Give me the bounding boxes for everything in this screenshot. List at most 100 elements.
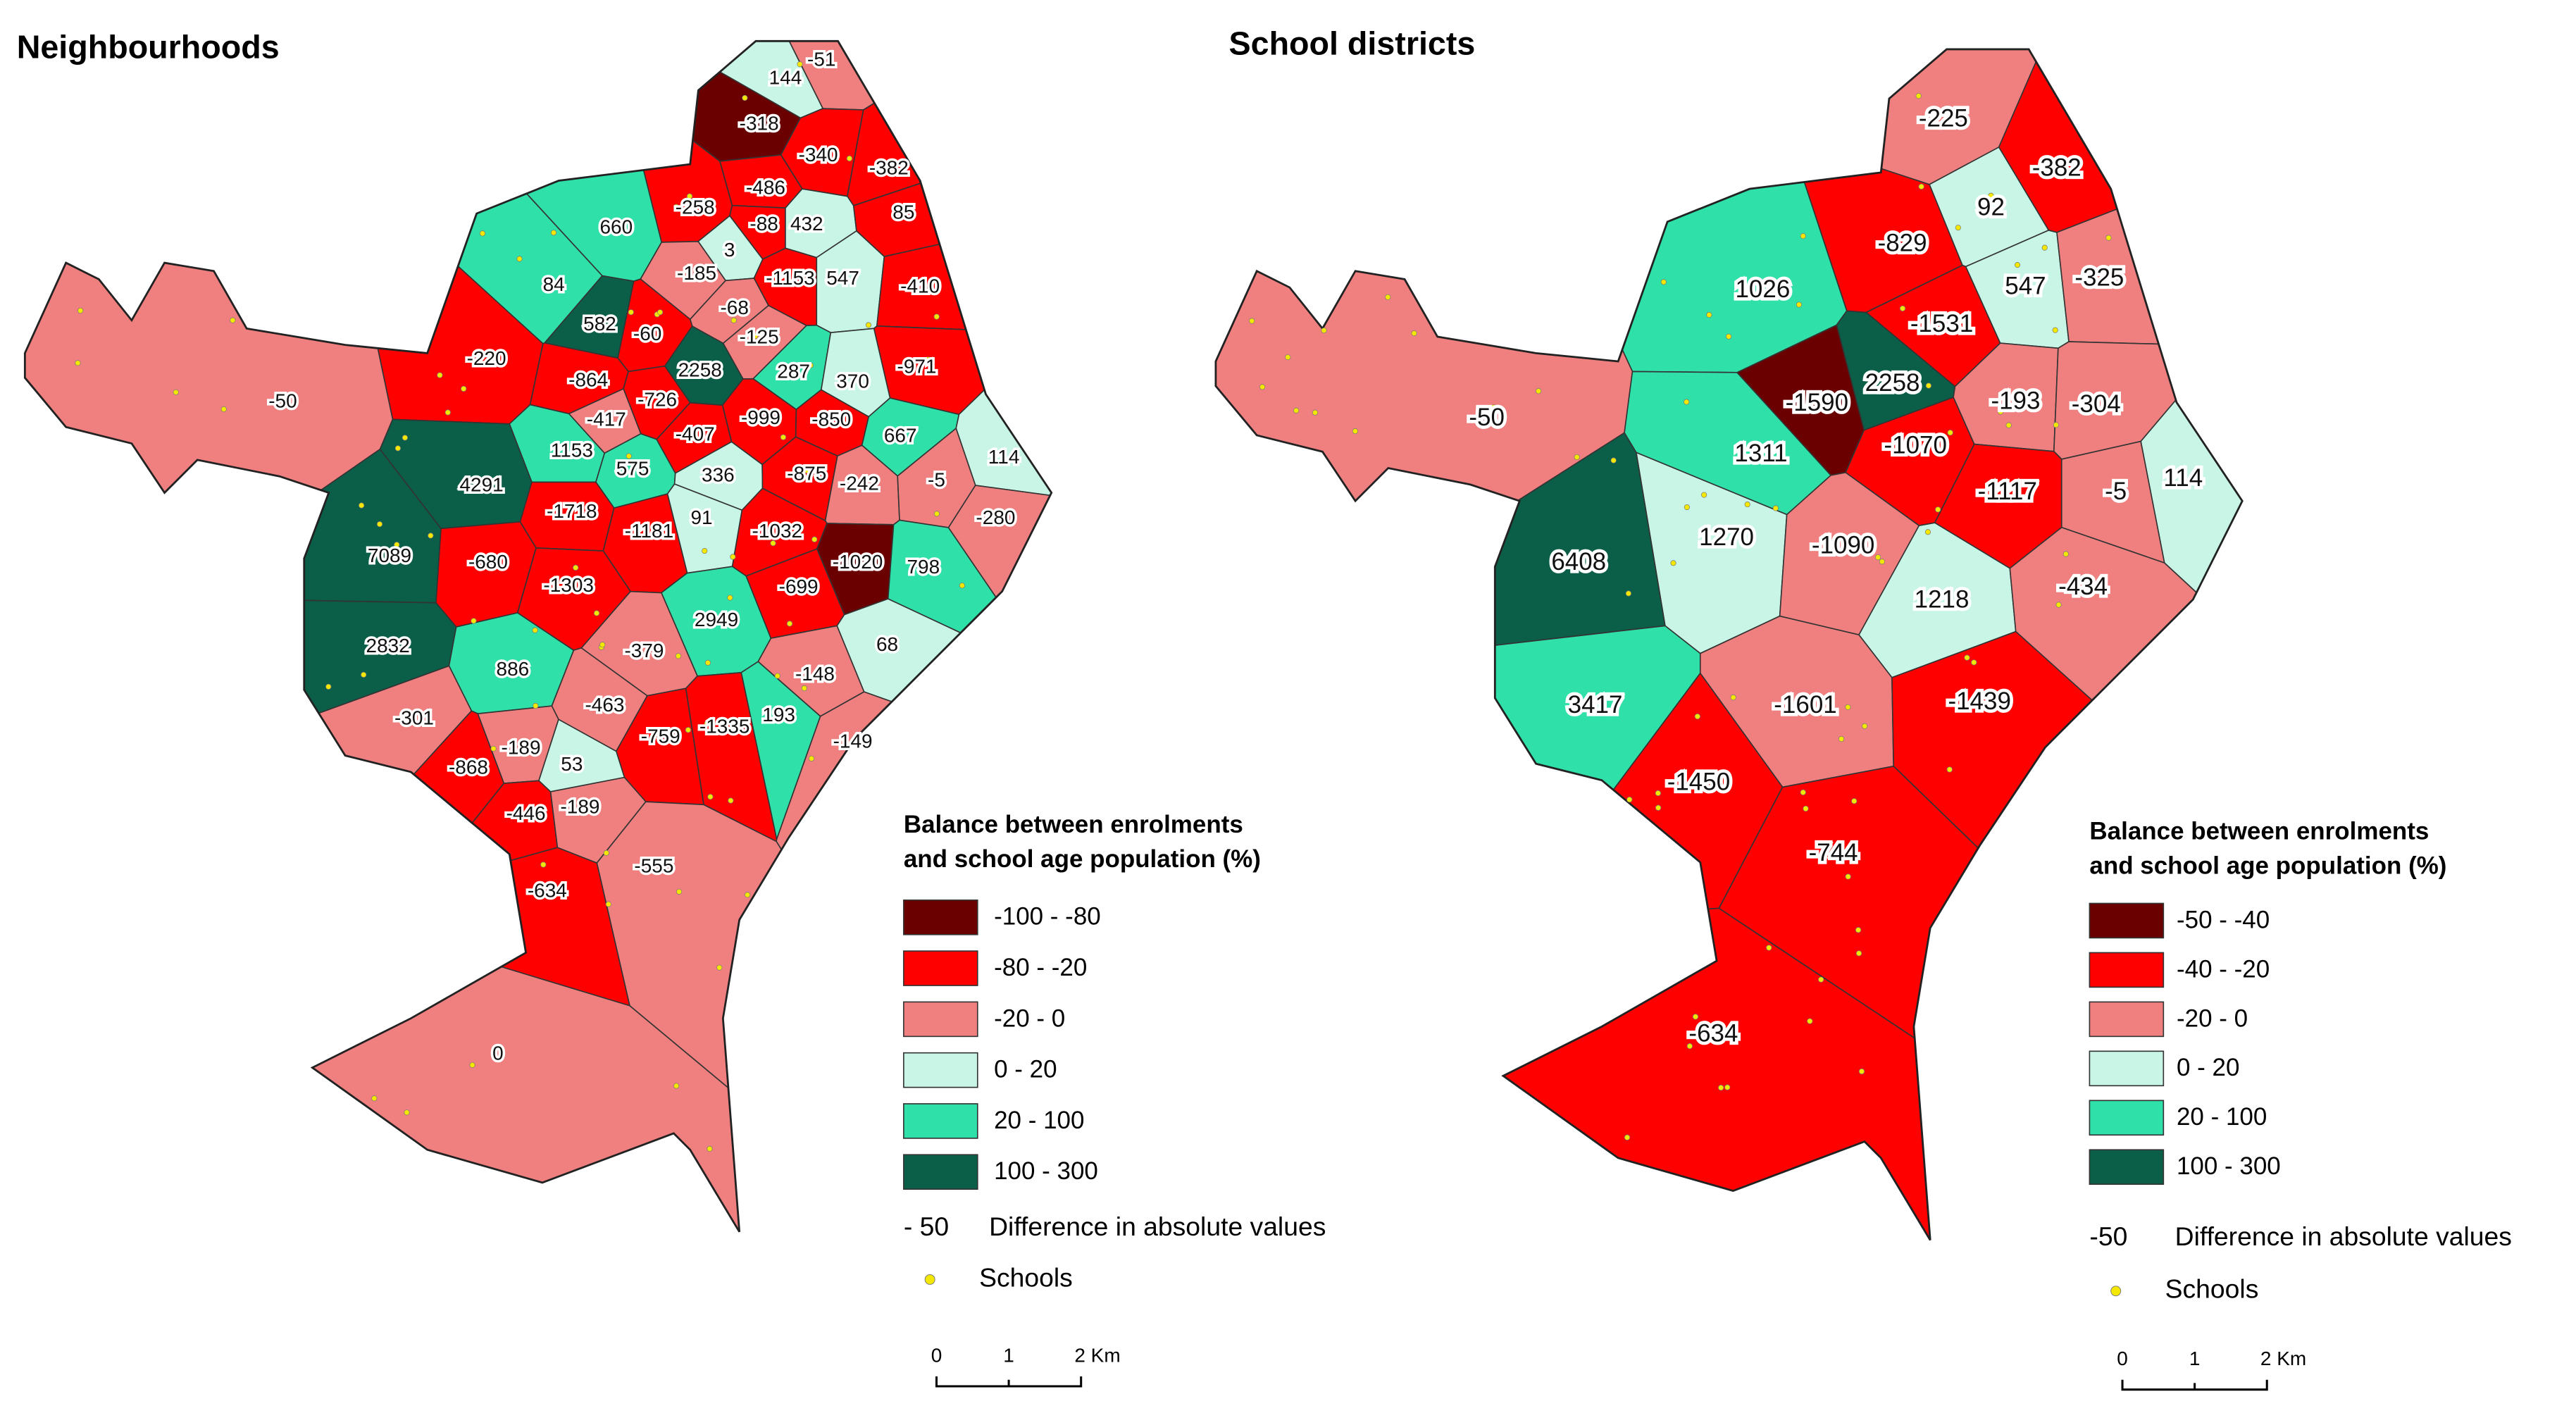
district-label: -446	[506, 802, 546, 824]
district-label: -555	[634, 855, 673, 877]
school	[533, 702, 539, 709]
school	[1918, 183, 1924, 189]
school	[2014, 262, 2021, 268]
district-label: -1303	[543, 574, 594, 596]
school	[1626, 797, 1633, 803]
legend-title: Balance between enrolments	[2089, 817, 2429, 845]
school	[752, 333, 759, 340]
school	[730, 317, 737, 323]
district-label: 798	[907, 556, 940, 578]
school	[1935, 506, 1941, 513]
district	[1478, 49, 1848, 373]
school	[2055, 602, 2062, 608]
school	[461, 385, 467, 392]
legend-swatch	[903, 950, 978, 986]
legend-label: 0 - 20	[2177, 1054, 2239, 1081]
district	[25, 923, 913, 1232]
legend-difference-sample: - 50	[904, 1212, 949, 1241]
school	[2041, 244, 2048, 251]
school	[673, 204, 680, 210]
district-label: -1718	[547, 500, 597, 522]
legend-swatch	[2089, 1100, 2165, 1136]
school	[1858, 1068, 1865, 1075]
district-label: -1590	[1786, 389, 1848, 416]
district-label: 85	[892, 201, 914, 223]
school	[2052, 327, 2058, 333]
school	[1915, 93, 1922, 99]
legend-swatch	[2089, 952, 2165, 988]
district-label: -1439	[1948, 688, 2010, 715]
district-label: -417	[587, 408, 626, 430]
school	[77, 307, 84, 314]
school	[516, 256, 523, 262]
school	[1610, 457, 1617, 464]
district-label: -304	[2072, 390, 2121, 418]
district-label: -318	[740, 113, 779, 135]
school	[573, 564, 579, 571]
school	[1655, 790, 1661, 797]
district-label: 2832	[366, 635, 410, 657]
school	[2062, 551, 2069, 557]
school	[887, 430, 893, 437]
school	[808, 755, 815, 761]
legend-schools: Schools	[2165, 1274, 2259, 1304]
school	[745, 892, 751, 898]
district-label: -410	[900, 275, 940, 297]
school	[676, 888, 683, 895]
school	[479, 230, 486, 237]
legend-swatch	[2089, 1149, 2165, 1186]
district-label: 91	[690, 506, 712, 528]
school	[394, 542, 400, 548]
legend-swatch	[2089, 1050, 2165, 1087]
district-label: 1270	[1699, 523, 1754, 551]
district-label: -864	[568, 368, 608, 390]
school	[1988, 192, 1994, 199]
school	[1411, 330, 1417, 337]
school	[1924, 529, 1931, 535]
school	[1718, 1085, 1724, 1091]
school	[1855, 927, 1862, 933]
school	[428, 533, 434, 539]
scale-label: 1	[2189, 1348, 2201, 1369]
district-label: 1218	[1915, 586, 1970, 614]
scale-bar	[935, 1376, 1083, 1388]
school	[1285, 354, 1291, 361]
legend-schools: Schools	[979, 1262, 1073, 1292]
school	[807, 362, 814, 368]
school	[2043, 164, 2050, 170]
district-label: -699	[779, 576, 819, 597]
district-label: -875	[787, 462, 826, 484]
school	[780, 434, 787, 440]
school	[1684, 504, 1690, 511]
school	[1946, 766, 1953, 773]
district	[1215, 907, 2234, 1240]
school	[1855, 950, 1862, 957]
legend-title: and school age population (%)	[904, 845, 1261, 873]
school	[404, 1109, 410, 1116]
district-label: -1450	[1667, 768, 1730, 795]
district-label: -60	[633, 323, 661, 344]
school	[1625, 590, 1631, 597]
district-label: -850	[811, 408, 851, 430]
school	[1730, 694, 1736, 701]
school	[959, 583, 965, 589]
school	[540, 861, 547, 868]
school	[1744, 502, 1750, 508]
school	[1796, 301, 1802, 308]
district-label: -225	[1919, 104, 1968, 132]
school	[707, 794, 714, 800]
district-label: 3417	[1568, 691, 1623, 718]
school	[599, 642, 606, 648]
district-label: 84	[543, 273, 565, 295]
school	[1964, 654, 1970, 661]
district-label: -1020	[833, 551, 883, 573]
district-label: -971	[897, 356, 937, 378]
district-label: -185	[677, 262, 716, 284]
district	[1998, 49, 2243, 233]
school	[471, 618, 477, 624]
legend-difference-text: Difference in absolute values	[2175, 1221, 2512, 1251]
legend-swatch	[903, 899, 978, 935]
school	[371, 1095, 378, 1102]
school	[1947, 430, 1953, 436]
district-label: 582	[583, 313, 616, 335]
